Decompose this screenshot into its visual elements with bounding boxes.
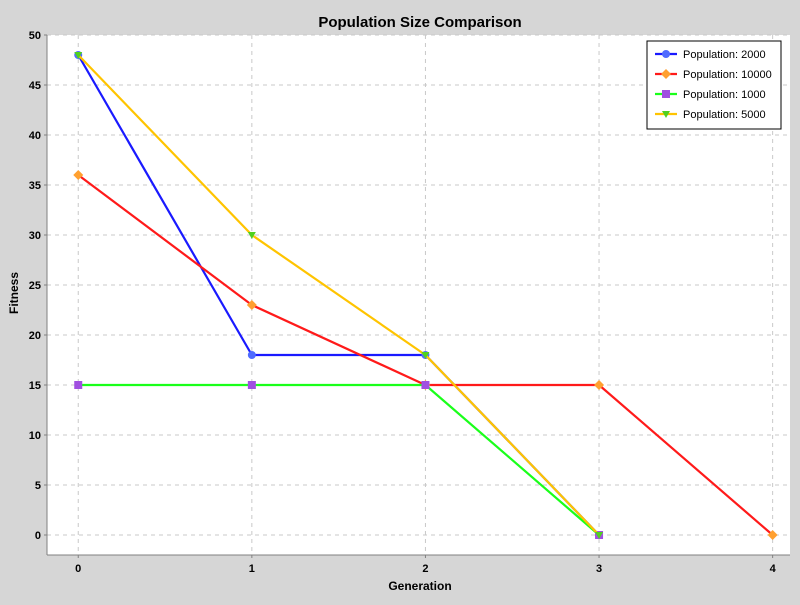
legend-item: Population: 1000 bbox=[655, 89, 766, 101]
x-tick-label: 3 bbox=[596, 563, 602, 575]
data-point bbox=[594, 380, 605, 390]
y-tick-label: 35 bbox=[29, 180, 41, 192]
y-axis-label: Fitness bbox=[7, 272, 21, 314]
legend-label: Population: 1000 bbox=[683, 89, 766, 101]
series-line bbox=[77, 54, 600, 536]
y-tick-label: 10 bbox=[29, 430, 41, 442]
y-tick-label: 15 bbox=[29, 380, 41, 392]
legend-label: Population: 10000 bbox=[683, 69, 772, 81]
data-point bbox=[246, 300, 257, 310]
y-tick-label: 45 bbox=[29, 80, 41, 92]
data-point bbox=[421, 381, 430, 389]
legend-item: Population: 2000 bbox=[655, 49, 766, 61]
y-tick-label: 20 bbox=[29, 330, 41, 342]
series-layer bbox=[73, 51, 778, 540]
legend-swatch-marker bbox=[661, 69, 671, 79]
legend-swatch-marker bbox=[662, 50, 670, 58]
series-line bbox=[78, 383, 600, 536]
y-tick-label: 50 bbox=[29, 30, 41, 42]
data-point bbox=[74, 381, 83, 389]
x-tick-label: 2 bbox=[422, 563, 428, 575]
x-tick-label: 0 bbox=[75, 563, 81, 575]
data-point bbox=[421, 352, 430, 359]
x-axis-label: Generation bbox=[388, 579, 451, 593]
data-point bbox=[247, 381, 256, 389]
data-point bbox=[73, 170, 84, 180]
y-tick-label: 40 bbox=[29, 130, 41, 142]
legend-item: Population: 10000 bbox=[655, 69, 772, 81]
data-point bbox=[595, 532, 604, 539]
x-tick-label: 4 bbox=[770, 563, 777, 575]
legend-label: Population: 2000 bbox=[683, 49, 766, 61]
y-tick-label: 0 bbox=[35, 530, 41, 542]
y-tick-label: 30 bbox=[29, 230, 41, 242]
legend-item: Population: 5000 bbox=[655, 109, 766, 121]
legend-swatch-marker bbox=[662, 111, 670, 118]
data-point bbox=[74, 52, 83, 59]
chart-title: Population Size Comparison bbox=[318, 14, 521, 31]
data-point bbox=[247, 351, 256, 359]
legend: Population: 2000 Population: 10000 Populat… bbox=[646, 40, 782, 130]
y-tick-label: 25 bbox=[29, 280, 41, 292]
x-tick-label: 1 bbox=[249, 563, 255, 575]
data-point bbox=[247, 232, 256, 239]
y-tick-label: 5 bbox=[35, 480, 41, 492]
data-point bbox=[767, 530, 778, 540]
axes: 0 5 10 15 20 25 30 35 40 45 50 0 1 2 3 4 bbox=[29, 30, 790, 575]
series-3 bbox=[74, 52, 604, 539]
legend-label: Population: 5000 bbox=[683, 109, 766, 121]
legend-swatch-marker bbox=[662, 90, 670, 98]
